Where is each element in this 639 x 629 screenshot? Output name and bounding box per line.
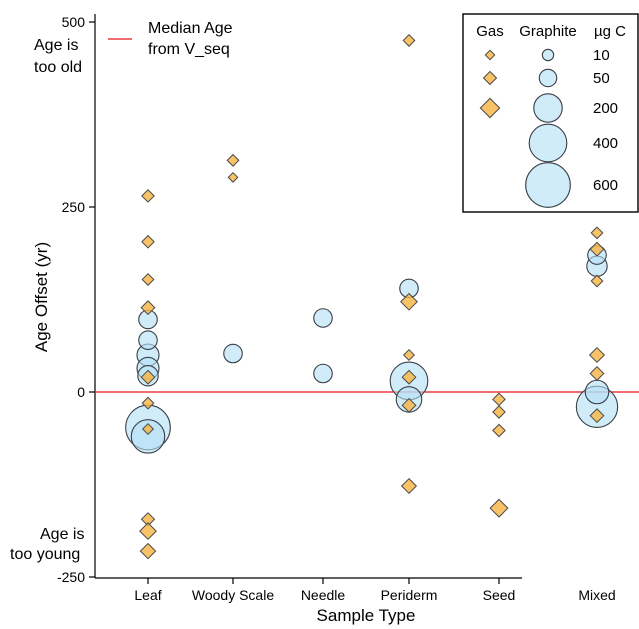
- gas-point: [590, 226, 604, 240]
- legend-size-label: 50: [593, 70, 610, 87]
- gas-point: [590, 274, 604, 288]
- gas-point: [402, 348, 416, 362]
- legend-header-gas: Gas: [476, 23, 504, 40]
- gas-point: [141, 234, 155, 249]
- graphite-point: [313, 308, 333, 328]
- legend-header-graphite: Graphite: [519, 23, 577, 40]
- y-axis-title: Age Offset (yr): [32, 242, 51, 352]
- gas-point: [139, 522, 157, 541]
- data-points: [125, 34, 619, 560]
- gas-point: [400, 292, 418, 311]
- x-category-label: Leaf: [134, 587, 161, 603]
- gas-point: [492, 423, 506, 438]
- graphite-point: [138, 330, 158, 350]
- gas-point: [401, 369, 417, 385]
- legend-size-label: 200: [593, 100, 618, 117]
- gas-point: [140, 300, 156, 316]
- gas-point: [401, 397, 417, 413]
- graphite-point: [130, 419, 166, 454]
- reference-line-legend-label-2: from V_seq: [148, 41, 230, 58]
- gas-point: [588, 346, 606, 364]
- legend-size-label: 10: [593, 47, 610, 64]
- y-ticks: -250 0 250 500: [57, 14, 95, 585]
- legend-graphite-marker: [528, 123, 568, 163]
- gas-point: [489, 498, 509, 518]
- legend-size-label: 400: [593, 135, 618, 152]
- gas-point: [589, 241, 605, 257]
- reference-line-legend-label-1: Median Age: [148, 20, 233, 37]
- annotation-too-young-line1: Age is: [40, 526, 84, 543]
- legend-header-unit: µg C: [594, 23, 626, 40]
- size-legend: Gas Graphite µg C 10 50 200 400 600: [462, 13, 639, 213]
- gas-point: [139, 542, 157, 560]
- legend-graphite-marker: [533, 93, 563, 123]
- gas-point: [492, 405, 506, 419]
- x-category-label: Needle: [301, 587, 346, 603]
- legend-graphite-marker: [525, 162, 571, 208]
- legend-gas-marker: [482, 70, 498, 86]
- gas-point: [227, 171, 239, 183]
- legend-size-label: 600: [593, 177, 618, 194]
- annotation-too-old-line2: too old: [34, 59, 82, 76]
- reference-line-legend: Median Age from V_seq: [108, 20, 233, 58]
- graphite-point: [223, 343, 243, 364]
- gas-point: [492, 392, 506, 407]
- x-category-labels: Leaf Woody Scale Needle Periderm Seed Mixed: [134, 578, 616, 603]
- gas-point: [141, 189, 155, 203]
- legend-graphite-marker: [538, 68, 558, 88]
- gas-point: [400, 477, 418, 495]
- x-category-label: Woody Scale: [192, 587, 274, 603]
- y-tick-label: 0: [77, 384, 85, 400]
- gas-point: [141, 273, 155, 286]
- x-category-label: Seed: [483, 587, 516, 603]
- gas-point: [141, 422, 155, 436]
- annotation-too-old-line1: Age is: [34, 37, 78, 54]
- gas-point: [589, 408, 605, 424]
- legend-gas-marker: [479, 97, 501, 119]
- gas-point: [140, 369, 156, 385]
- x-category-label: Periderm: [381, 587, 438, 603]
- x-axis-title: Sample Type: [317, 606, 416, 625]
- legend-gas-marker: [484, 49, 496, 61]
- legend-graphite-marker: [541, 48, 555, 62]
- gas-point: [589, 366, 605, 381]
- graphite-point: [584, 379, 610, 405]
- legend-rows: 10 50 200 400 600: [479, 47, 618, 208]
- y-tick-label: 500: [62, 14, 86, 30]
- gas-point: [141, 396, 155, 410]
- x-category-label: Mixed: [578, 587, 615, 603]
- y-tick-label: -250: [57, 569, 85, 585]
- axes: [94, 14, 522, 579]
- annotation-too-young-line2: too young: [10, 546, 80, 563]
- gas-point: [402, 34, 416, 47]
- gas-point: [226, 153, 240, 167]
- graphite-point: [313, 363, 333, 384]
- y-tick-label: 250: [62, 199, 86, 215]
